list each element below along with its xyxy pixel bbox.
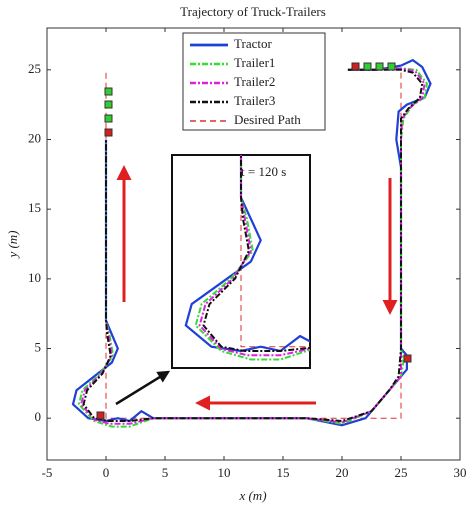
y-tick-label: 25 [28, 61, 41, 76]
x-tick-label: 10 [218, 465, 231, 480]
chart-title: Trajectory of Truck-Trailers [180, 4, 326, 19]
legend-box [182, 32, 326, 131]
x-tick-label: -5 [42, 465, 53, 480]
series-line [80, 67, 426, 425]
legend-label: Trailer2 [234, 74, 275, 89]
y-axis-label: y (m) [5, 230, 20, 259]
x-tick-label: 30 [454, 465, 467, 480]
legend-label: Tractor [234, 36, 272, 51]
legend-label: Desired Path [234, 112, 301, 127]
x-tick-label: 20 [336, 465, 349, 480]
legend-label: Trailer3 [234, 93, 275, 108]
y-tick-label: 0 [35, 409, 42, 424]
inset-annotation: t = 120 s [241, 164, 286, 179]
series-line [82, 68, 424, 423]
x-tick-label: 15 [277, 465, 290, 480]
x-axis-label: x (m) [238, 488, 266, 503]
y-tick-label: 15 [28, 200, 41, 215]
y-tick-label: 5 [35, 340, 42, 355]
inset-series-line [202, 155, 310, 352]
x-tick-label: 0 [103, 465, 110, 480]
x-tick-label: 25 [395, 465, 408, 480]
plot-frame [46, 27, 461, 461]
vehicle-markers [96, 62, 412, 420]
inset-series-line [184, 155, 310, 353]
x-tick-label: 5 [162, 465, 169, 480]
zoom-arrow [115, 370, 171, 406]
y-tick-label: 20 [28, 130, 41, 145]
legend-label: Trailer1 [234, 55, 275, 70]
y-tick-label: 10 [28, 270, 41, 285]
